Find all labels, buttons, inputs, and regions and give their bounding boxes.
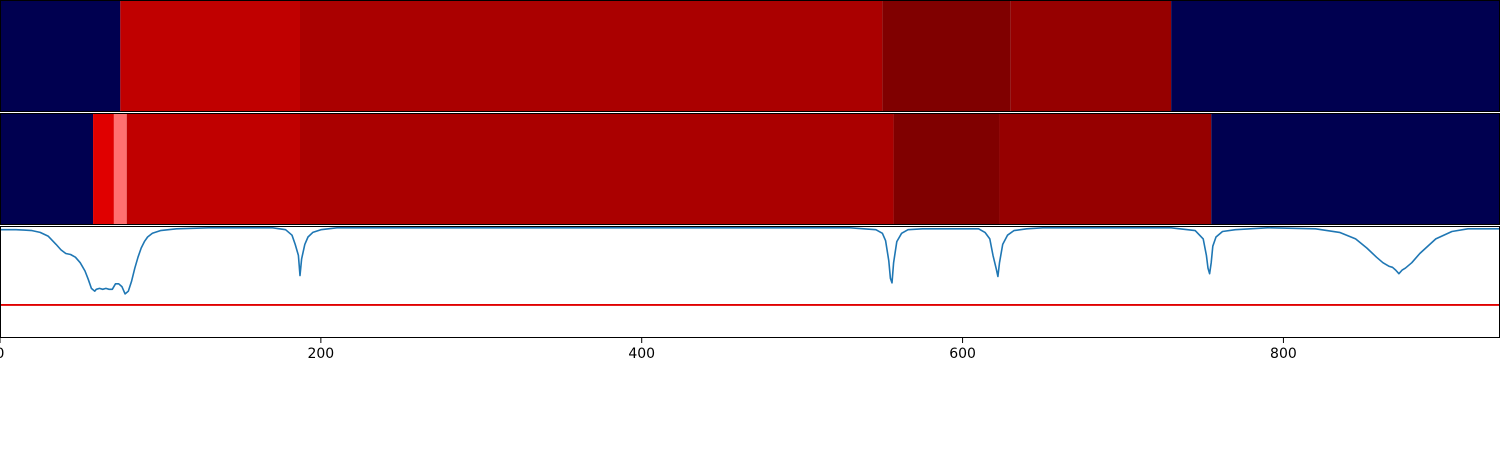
heatmap-segment-5 (893, 113, 1000, 225)
heatmap-segment-6 (999, 113, 1212, 225)
plot-background (0, 226, 1500, 338)
heatmap-panel-top (0, 0, 1500, 112)
x-tick-label: 200 (307, 346, 334, 362)
heatmap-segment-0 (0, 0, 121, 112)
heatmap-panel-middle (0, 113, 1500, 225)
heatmap-segment-0 (0, 113, 94, 225)
heatmap-segment-1 (120, 0, 300, 112)
x-tick-label: 400 (628, 346, 655, 362)
heatmap-segment-2 (113, 113, 127, 225)
heatmap-segment-5 (1171, 0, 1500, 112)
heatmap-segment-7 (1211, 113, 1500, 225)
heatmap-segment-1 (93, 113, 114, 225)
x-tick-label: 800 (1270, 346, 1297, 362)
heatmap-segment-3 (882, 0, 1011, 112)
heatmap-segment-4 (1010, 0, 1172, 112)
series-line-0 (0, 227, 1500, 295)
heatmap-segment-4 (300, 113, 894, 225)
line-plot-panel (0, 226, 1500, 338)
x-tick-label: 0 (0, 346, 4, 362)
x-tick-label: 600 (949, 346, 976, 362)
heatmap-segment-3 (126, 113, 300, 225)
heatmap-segment-2 (300, 0, 883, 112)
x-axis: 0 200 400 600 800 (0, 338, 1297, 362)
